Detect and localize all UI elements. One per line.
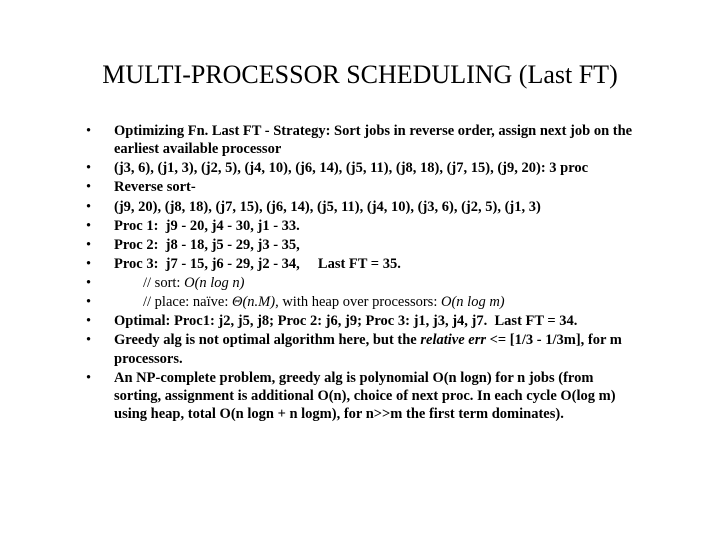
bullet-text: (j9, 20), (j8, 18), (j7, 15), (j6, 14), … xyxy=(114,198,638,216)
bullet-item: •(j3, 6), (j1, 3), (j2, 5), (j4, 10), (j… xyxy=(82,159,638,177)
bullet-item: •Proc 2: j8 - 18, j5 - 29, j3 - 35, xyxy=(82,236,638,254)
slide: MULTI-PROCESSOR SCHEDULING (Last FT) •Op… xyxy=(0,0,720,540)
bullet-text: // sort: O(n log n) xyxy=(114,274,638,292)
bullet-text: Proc 3: j7 - 15, j6 - 29, j2 - 34, Last … xyxy=(114,255,638,273)
bullet-marker-icon: • xyxy=(82,312,114,330)
bullet-item: •(j9, 20), (j8, 18), (j7, 15), (j6, 14),… xyxy=(82,198,638,216)
bullet-item: •Optimal: Proc1: j2, j5, j8; Proc 2: j6,… xyxy=(82,312,638,330)
bullet-item: •Optimizing Fn. Last FT - Strategy: Sort… xyxy=(82,122,638,158)
bullet-text: Optimal: Proc1: j2, j5, j8; Proc 2: j6, … xyxy=(114,312,638,330)
bullet-text: An NP-complete problem, greedy alg is po… xyxy=(114,369,638,423)
bullet-text: Greedy alg is not optimal algorithm here… xyxy=(114,331,638,367)
bullet-marker-icon: • xyxy=(82,178,114,196)
bullet-marker-icon: • xyxy=(82,331,114,349)
bullet-text: Optimizing Fn. Last FT - Strategy: Sort … xyxy=(114,122,638,158)
bullet-marker-icon: • xyxy=(82,198,114,216)
bullet-marker-icon: • xyxy=(82,217,114,235)
bullet-item: •An NP-complete problem, greedy alg is p… xyxy=(82,369,638,423)
bullet-item: •Proc 3: j7 - 15, j6 - 29, j2 - 34, Last… xyxy=(82,255,638,273)
bullet-text: // place: naïve: Θ(n.M), with heap over … xyxy=(114,293,638,311)
bullet-marker-icon: • xyxy=(82,236,114,254)
bullet-list: •Optimizing Fn. Last FT - Strategy: Sort… xyxy=(82,122,638,423)
bullet-item: • // place: naïve: Θ(n.M), with heap ove… xyxy=(82,293,638,311)
bullet-text: Proc 1: j9 - 20, j4 - 30, j1 - 33. xyxy=(114,217,638,235)
bullet-marker-icon: • xyxy=(82,274,114,292)
slide-title: MULTI-PROCESSOR SCHEDULING (Last FT) xyxy=(0,60,720,90)
bullet-marker-icon: • xyxy=(82,122,114,140)
bullet-marker-icon: • xyxy=(82,255,114,273)
bullet-item: •Reverse sort- xyxy=(82,178,638,196)
bullet-item: •Greedy alg is not optimal algorithm her… xyxy=(82,331,638,367)
bullet-marker-icon: • xyxy=(82,293,114,311)
bullet-item: •Proc 1: j9 - 20, j4 - 30, j1 - 33. xyxy=(82,217,638,235)
bullet-marker-icon: • xyxy=(82,369,114,387)
bullet-text: (j3, 6), (j1, 3), (j2, 5), (j4, 10), (j6… xyxy=(114,159,638,177)
bullet-text: Reverse sort- xyxy=(114,178,638,196)
bullet-item: • // sort: O(n log n) xyxy=(82,274,638,292)
bullet-text: Proc 2: j8 - 18, j5 - 29, j3 - 35, xyxy=(114,236,638,254)
bullet-marker-icon: • xyxy=(82,159,114,177)
